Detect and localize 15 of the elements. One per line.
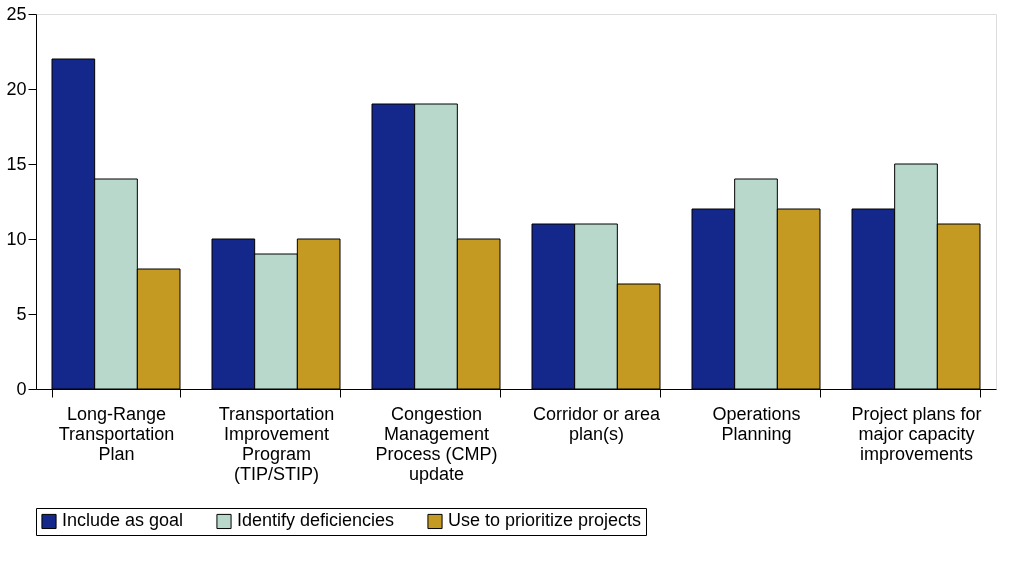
y-tick-label: 25 [6,3,27,24]
legend-label: Use to prioritize projects [448,510,642,531]
y-tick-label: 20 [6,78,27,99]
y-tick-label: 5 [16,303,27,324]
x-tick-label: Transportation Improvement Program (TIP/STIP) [218,403,335,484]
x-tick-label: Congestion Management Process (CMP) update [375,403,498,484]
legend-label: Identify deficiencies [237,510,395,531]
y-tick-label: 15 [6,153,27,174]
x-tick-label: Corridor or area plan(s) [532,403,662,444]
x-tick-label: Project plans for major capacity improvements [851,403,982,464]
y-tick-label: 0 [16,378,27,399]
x-tick-label: Operations Planning [712,403,801,444]
x-tick-label: Long-Range Transportation Plan [58,403,175,464]
y-tick-label: 10 [6,228,27,249]
legend-label: Include as goal [62,510,184,531]
